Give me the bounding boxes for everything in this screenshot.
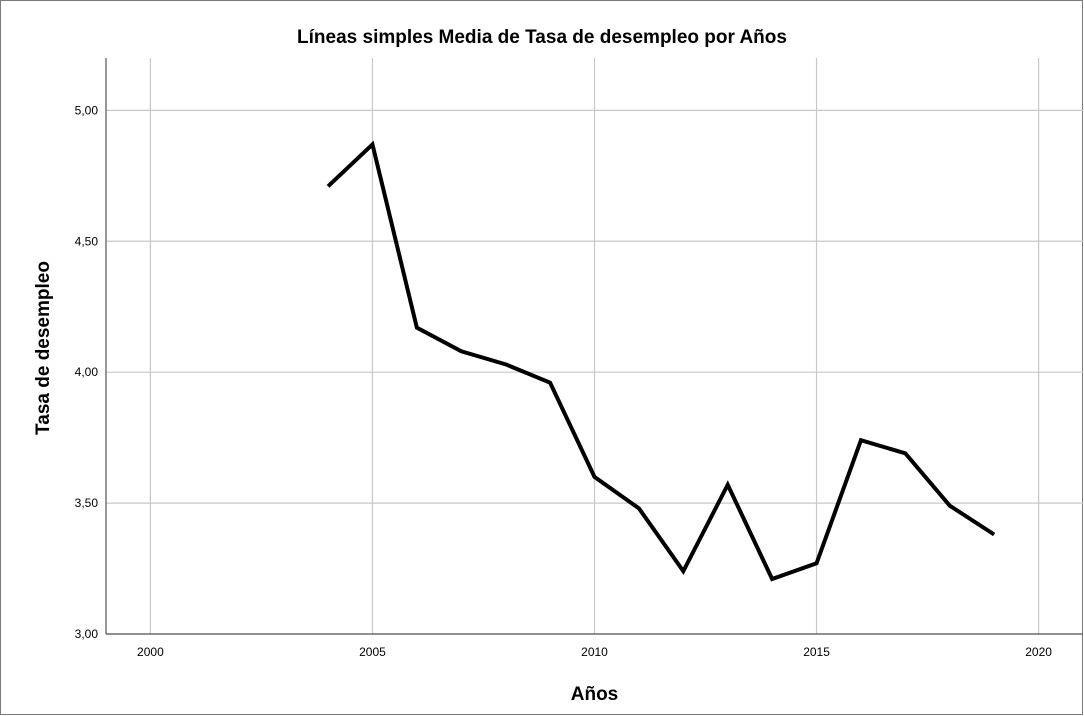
x-tick-label: 2020 xyxy=(1025,645,1052,659)
series-line xyxy=(326,140,996,582)
y-tick-label: 3,50 xyxy=(75,496,99,510)
y-axis-title: Tasa de desempleo xyxy=(33,261,54,435)
y-tick-label: 4,00 xyxy=(75,365,99,379)
data-series xyxy=(326,140,996,582)
y-tick-label: 4,50 xyxy=(75,234,99,248)
tick-labels: 3,00 3,50 4,00 4,50 5,00 2000 2005 2010 2015 2020 xyxy=(75,103,1053,659)
x-tick-label: 2005 xyxy=(359,645,386,659)
x-tick-label: 2015 xyxy=(803,645,830,659)
axes xyxy=(105,58,1083,635)
x-tick-label: 2010 xyxy=(581,645,608,659)
y-tick-label: 5,00 xyxy=(75,103,99,117)
grid-lines xyxy=(106,58,1083,635)
y-tick-label: 3,00 xyxy=(75,627,99,641)
x-axis-title: Años xyxy=(571,684,619,705)
x-tick-label: 2000 xyxy=(137,645,164,659)
chart-title: Líneas simples Media de Tasa de desemple… xyxy=(297,27,787,48)
